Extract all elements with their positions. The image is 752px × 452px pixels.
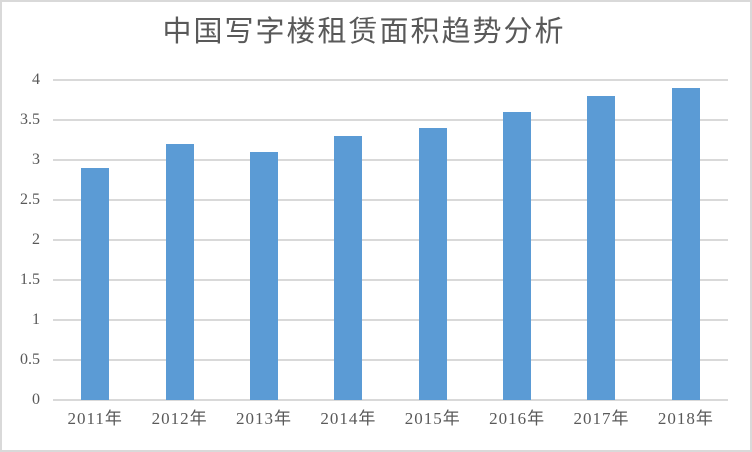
y-tick-label: 3 <box>32 151 40 168</box>
bar-2015年 <box>418 128 447 400</box>
gridline <box>53 279 728 281</box>
gridline <box>53 359 728 361</box>
chart-title: 中国写字楼租赁面积趋势分析 <box>162 16 566 48</box>
x-axis-labels: 2011年 2012年 2013年 2014年 2015年 2016年 2017年 2018年 <box>53 406 728 432</box>
y-tick-label: 1 <box>32 311 40 328</box>
bar-2018年 <box>671 88 700 400</box>
gridline <box>53 399 728 401</box>
plot-area <box>53 79 728 401</box>
gridline <box>53 239 728 241</box>
x-tick-label: 2017年 <box>573 409 630 428</box>
x-tick-label: 2018年 <box>657 409 714 428</box>
gridline <box>53 319 728 321</box>
gridline <box>53 159 728 161</box>
bar-2016年 <box>503 112 532 400</box>
x-tick-label: 2016年 <box>489 409 546 428</box>
y-tick-label: 4 <box>32 71 40 88</box>
bar-2011年 <box>81 168 110 400</box>
y-tick-label: 2 <box>32 231 40 248</box>
x-tick-label: 2013年 <box>235 409 292 428</box>
bar-2014年 <box>334 136 363 400</box>
bar-2012年 <box>165 144 194 400</box>
gridline <box>53 199 728 201</box>
bar-2013年 <box>249 152 278 400</box>
y-tick-label: 0 <box>32 391 40 408</box>
bar-2017年 <box>587 96 616 400</box>
x-tick-label: 2012年 <box>151 409 208 428</box>
y-tick-label: 1.5 <box>20 271 40 288</box>
gridline <box>53 79 728 81</box>
y-tick-label: 3.5 <box>20 111 40 128</box>
y-tick-label: 0.5 <box>20 351 40 368</box>
x-tick-label: 2015年 <box>404 409 461 428</box>
gridline <box>53 119 728 121</box>
y-axis-labels: 0 0.5 1 1.5 2 2.5 3 3.5 4 <box>2 71 40 408</box>
x-tick-label: 2011年 <box>67 409 123 428</box>
y-tick-label: 2.5 <box>20 191 40 208</box>
x-tick-label: 2014年 <box>320 409 377 428</box>
